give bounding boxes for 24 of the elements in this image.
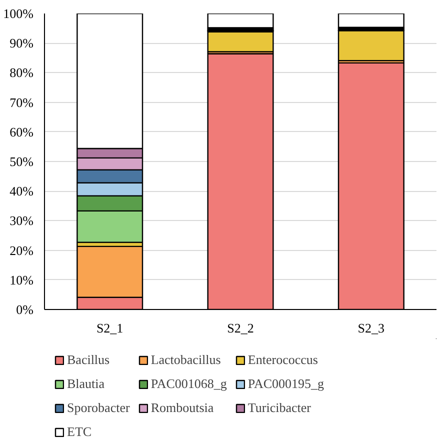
legend-label: PAC001068_g — [150, 376, 227, 392]
legend-label: Sporobacter — [67, 400, 130, 416]
legend-label: Bacillus — [67, 352, 110, 368]
y-tick-label: 0% — [16, 302, 34, 317]
legend-label: Turicibacter — [248, 400, 311, 416]
y-tick-label: 10% — [10, 272, 34, 288]
y-tick-label: 100% — [3, 6, 34, 21]
legend-label: Blautia — [67, 376, 105, 392]
y-tick-label: 90% — [10, 36, 34, 51]
y-tick-label: 50% — [10, 154, 34, 169]
y-tick-label: 40% — [10, 184, 34, 199]
legend-label: Lactobacillus — [150, 352, 221, 368]
y-tick-label: 20% — [10, 242, 34, 258]
y-tick-label: 80% — [10, 65, 34, 80]
x-tick-label: S2_3 — [358, 320, 385, 336]
legend-label: Romboutsia — [150, 400, 214, 416]
legend-label: Enterococcus — [248, 352, 318, 368]
legend-label: ETC — [67, 424, 92, 440]
y-tick-label: 60% — [10, 124, 34, 140]
legend-label: PAC000195_g — [248, 376, 324, 392]
y-tick-label: 70% — [10, 94, 34, 110]
x-tick-label: S2_2 — [227, 320, 254, 336]
y-tick-label: 30% — [10, 213, 34, 228]
x-tick-label: S2_1 — [96, 320, 124, 336]
